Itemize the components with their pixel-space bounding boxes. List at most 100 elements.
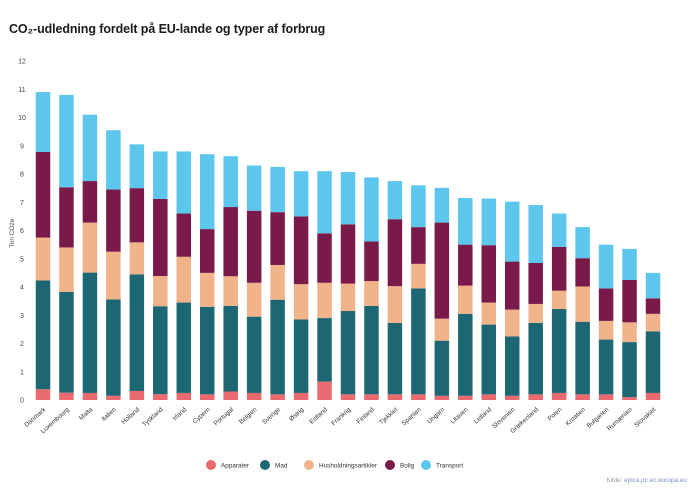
bar-segment <box>293 216 309 285</box>
bar-stack <box>481 198 497 400</box>
bar-stack <box>293 171 309 400</box>
y-tick-label: 11 <box>18 87 25 94</box>
x-tick-label: Polen <box>547 406 564 422</box>
bar-stack <box>622 248 637 400</box>
bar-segment <box>106 299 121 396</box>
bar-segment <box>645 272 661 299</box>
bar-stack <box>528 205 543 400</box>
bar-segment <box>59 187 74 248</box>
bar-segment <box>387 181 403 220</box>
bar-segment <box>270 212 285 265</box>
bar-segment <box>481 302 497 325</box>
bar-segment <box>153 198 168 276</box>
y-tick-label: 7 <box>20 200 24 207</box>
bar-segment <box>129 144 145 189</box>
bar-segment <box>575 227 590 259</box>
y-tick-label: 10 <box>18 115 26 122</box>
x-tick-label: Malta <box>78 406 95 422</box>
bar-segment <box>176 392 192 400</box>
bar-segment <box>106 395 121 400</box>
bar-segment <box>223 305 238 392</box>
x-tick-label: Finland <box>356 406 377 426</box>
bar-segment <box>340 311 356 395</box>
bar-segment <box>411 185 426 228</box>
bar-segment <box>293 284 309 320</box>
legend-label: Husholdningsartikler <box>319 463 378 470</box>
bar-segment <box>82 181 98 223</box>
source-link[interactable]: eplca.jrc.ec.europa.eu <box>624 477 687 484</box>
bar-stack <box>340 172 356 400</box>
bar-stack <box>129 144 145 400</box>
bar-segment <box>35 92 51 152</box>
bar-segment <box>129 390 145 400</box>
bar-segment <box>176 302 192 393</box>
x-tick-label: Tjekkiet <box>378 406 399 426</box>
bar-segment <box>645 298 661 314</box>
legend-label: Apparater <box>221 463 250 470</box>
bar-segment <box>59 291 74 393</box>
bar-segment <box>481 324 497 395</box>
bar-segment <box>364 305 379 395</box>
bar-segment <box>35 389 51 400</box>
bar-segment <box>106 130 121 190</box>
bar-segment <box>622 342 637 398</box>
bar-segment <box>434 318 450 341</box>
bar-segment <box>387 394 403 400</box>
bar-segment <box>528 322 543 395</box>
bar-segment <box>551 392 567 400</box>
bar-segment <box>199 394 215 400</box>
bar-segment <box>270 394 285 400</box>
bar-segment <box>82 222 98 273</box>
bar-stack <box>504 201 520 400</box>
bar-segment <box>598 244 614 289</box>
bar-segment <box>340 283 356 312</box>
legend: Apparater Mad Husholdningsartikler Bolig Tra… <box>206 460 463 470</box>
bar-stack <box>598 244 614 400</box>
bar-segment <box>153 394 168 400</box>
x-tick-label: Estland <box>308 406 329 426</box>
bar-stack <box>458 198 473 400</box>
bar-segment <box>551 213 567 247</box>
bar-segment <box>317 233 332 283</box>
bar-stack <box>575 227 590 400</box>
bar-stack <box>364 177 379 400</box>
x-tick-label: Italien <box>100 406 118 423</box>
y-tick-label: 2 <box>20 341 24 348</box>
chart-title: CO₂-udledning fordelt på EU-lande og typ… <box>9 22 326 36</box>
bar-segment <box>551 309 567 393</box>
bar-segment <box>246 165 262 211</box>
bar-segment <box>35 237 51 281</box>
bar-segment <box>504 261 520 310</box>
bar-stack <box>434 187 450 400</box>
x-tick-label: Litauen <box>449 406 470 426</box>
bar-segment <box>411 263 426 289</box>
source-note: Kilde: eplca.jrc.ec.europa.eu <box>606 477 687 484</box>
bar-segment <box>106 189 121 252</box>
x-tick-label: Cypern <box>192 406 212 425</box>
bar-segment <box>528 262 543 304</box>
x-tick-label: Østrig <box>288 406 306 423</box>
bar-segment <box>199 306 215 395</box>
bar-segment <box>434 395 450 400</box>
legend-label: Bolig <box>400 463 415 470</box>
bar-stack <box>35 92 51 400</box>
bar-segment <box>364 394 379 400</box>
bar-segment <box>176 151 192 214</box>
bar-segment <box>528 394 543 400</box>
source-prefix: Kilde: <box>606 477 625 484</box>
legend-swatch <box>421 460 431 470</box>
bar-segment <box>340 172 356 225</box>
bar-segment <box>270 299 285 395</box>
y-tick-label: 1 <box>20 369 24 376</box>
bar-segment <box>645 331 661 393</box>
bar-segment <box>645 313 661 332</box>
bar-segment <box>270 264 285 300</box>
bar-segment <box>317 381 332 400</box>
bar-segment <box>434 340 450 396</box>
bar-segment <box>458 395 473 400</box>
bar-segment <box>598 288 614 321</box>
bar-segment <box>317 282 332 319</box>
bar-segment <box>458 313 473 396</box>
bar-segment <box>575 394 590 400</box>
